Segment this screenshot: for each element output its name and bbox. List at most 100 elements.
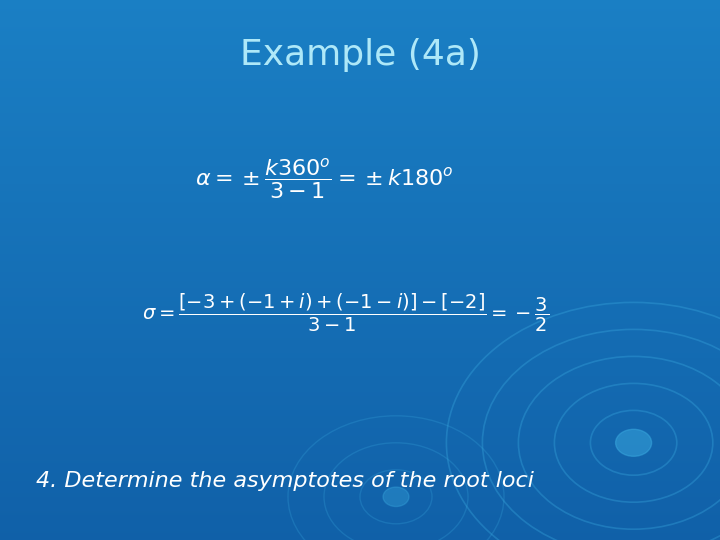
Bar [0, 282, 720, 285]
Bar [0, 511, 720, 513]
Bar [0, 4, 720, 5]
Bar [0, 281, 720, 282]
Bar [0, 65, 720, 66]
Bar [0, 427, 720, 428]
Bar [0, 239, 720, 241]
Bar [0, 308, 720, 309]
Bar [0, 198, 720, 200]
Bar [0, 146, 720, 147]
Bar [0, 533, 720, 535]
Text: $\alpha = \pm\dfrac{k360^{o}}{3-1} = \pm k180^{o}$: $\alpha = \pm\dfrac{k360^{o}}{3-1} = \pm… [194, 156, 454, 201]
Bar [0, 461, 720, 463]
Bar [0, 400, 720, 401]
Bar [0, 436, 720, 437]
Bar [0, 133, 720, 135]
Bar [0, 50, 720, 52]
Bar [0, 455, 720, 457]
Bar [0, 498, 720, 501]
Bar [0, 320, 720, 322]
Bar [0, 169, 720, 171]
Bar [0, 393, 720, 394]
Bar [0, 486, 720, 488]
Bar [0, 474, 720, 475]
Bar [0, 274, 720, 275]
Bar [0, 189, 720, 191]
Bar [0, 529, 720, 531]
Bar [0, 293, 720, 295]
Bar [0, 209, 720, 211]
Bar [0, 12, 720, 15]
Bar [0, 444, 720, 447]
Bar [0, 231, 720, 232]
Bar [0, 342, 720, 344]
Bar [0, 430, 720, 432]
Bar [0, 232, 720, 234]
Bar [0, 142, 720, 144]
Circle shape [616, 429, 652, 456]
Bar [0, 459, 720, 461]
Bar [0, 272, 720, 274]
Bar [0, 470, 720, 471]
Bar [0, 491, 720, 493]
Bar [0, 221, 720, 223]
Bar [0, 187, 720, 189]
Bar [0, 76, 720, 77]
Bar [0, 309, 720, 312]
Bar [0, 497, 720, 498]
Bar [0, 389, 720, 390]
Bar [0, 471, 720, 474]
Bar [0, 481, 720, 482]
Bar [0, 531, 720, 533]
Bar [0, 7, 720, 9]
Bar [0, 69, 720, 70]
Bar [0, 339, 720, 340]
Bar [0, 387, 720, 389]
Bar [0, 382, 720, 383]
Bar [0, 317, 720, 319]
Bar [0, 182, 720, 184]
Bar [0, 228, 720, 231]
Bar [0, 464, 720, 466]
Bar [0, 15, 720, 16]
Bar [0, 535, 720, 536]
Bar [0, 160, 720, 162]
Bar [0, 353, 720, 355]
Bar [0, 162, 720, 164]
Bar [0, 488, 720, 490]
Bar [0, 376, 720, 378]
Bar [0, 113, 720, 115]
Bar [0, 306, 720, 308]
Bar [0, 126, 720, 128]
Bar [0, 268, 720, 270]
Bar [0, 22, 720, 23]
Bar [0, 49, 720, 50]
Bar [0, 463, 720, 464]
Bar [0, 151, 720, 153]
Bar [0, 340, 720, 342]
Bar [0, 358, 720, 360]
Bar [0, 225, 720, 227]
Bar [0, 90, 720, 92]
Bar [0, 506, 720, 508]
Bar [0, 344, 720, 346]
Bar [0, 517, 720, 518]
Bar [0, 322, 720, 324]
Bar [0, 331, 720, 333]
Bar [0, 2, 720, 4]
Bar [0, 504, 720, 506]
Bar [0, 326, 720, 328]
Bar [0, 204, 720, 205]
Bar [0, 16, 720, 18]
Bar [0, 528, 720, 529]
Bar [0, 39, 720, 42]
Bar [0, 295, 720, 297]
Bar [0, 509, 720, 511]
Bar [0, 261, 720, 263]
Bar [0, 515, 720, 517]
Bar [0, 110, 720, 112]
Bar [0, 58, 720, 59]
Bar [0, 144, 720, 146]
Bar [0, 70, 720, 72]
Bar [0, 501, 720, 502]
Bar [0, 390, 720, 393]
